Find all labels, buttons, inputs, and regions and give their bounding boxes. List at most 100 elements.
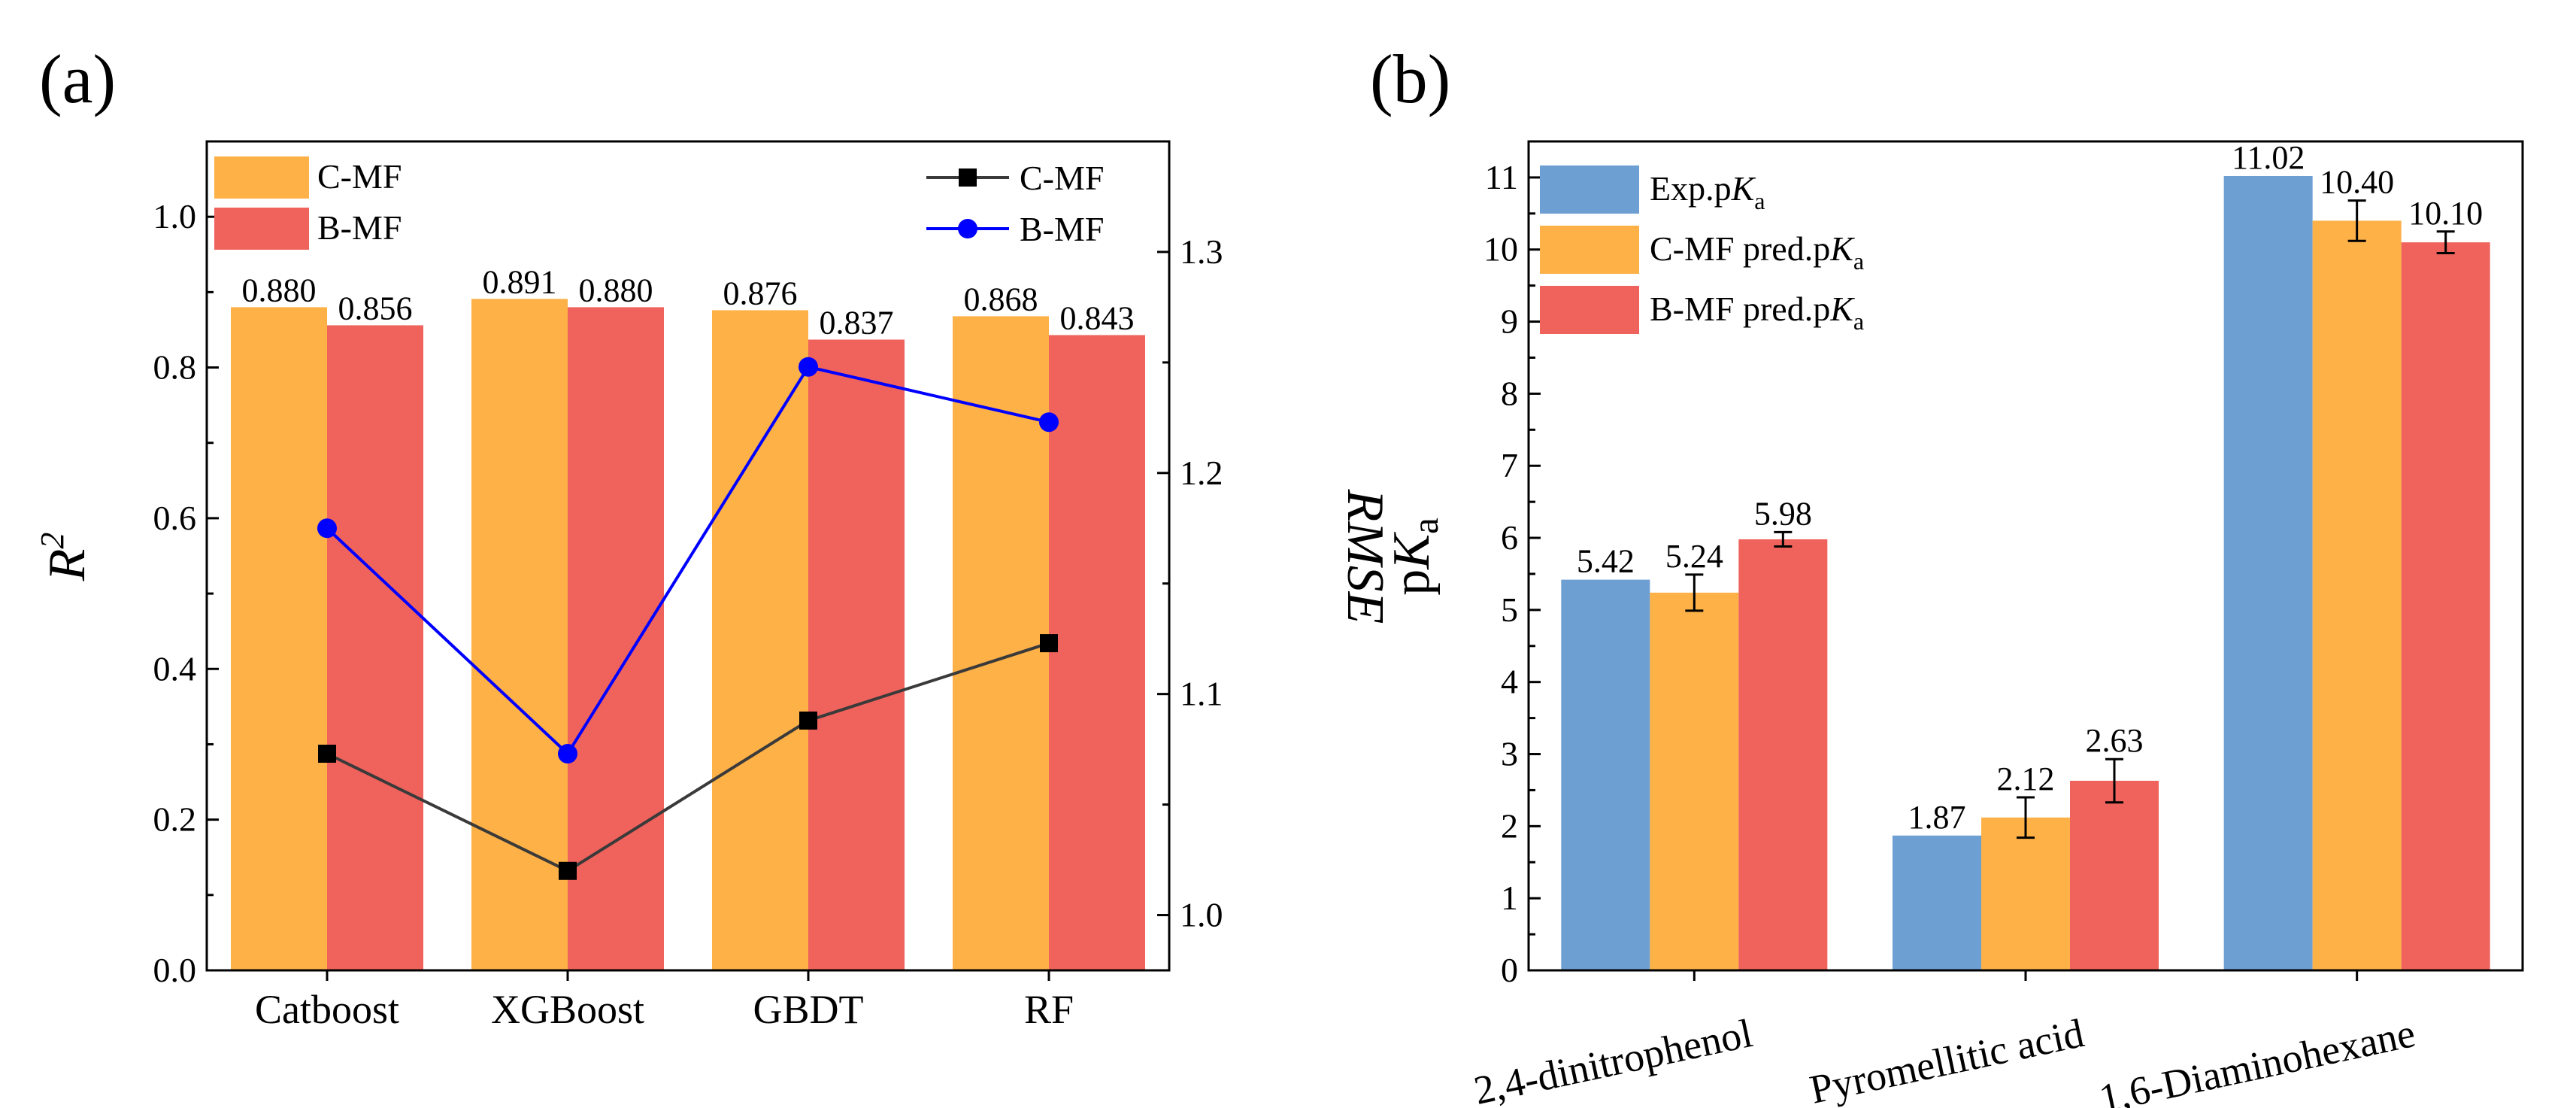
marker-c-mf-rf — [1040, 634, 1058, 653]
line-b-mf — [326, 365, 1050, 757]
label-part: K — [1731, 169, 1756, 208]
bar-value-label: 0.856 — [338, 290, 413, 326]
y-tick-label: 3 — [1501, 735, 1518, 773]
bar-c-mf-gbdt — [712, 310, 808, 970]
bar-series-0-category-1 — [1893, 835, 1981, 970]
panel-a-plot-frame — [205, 140, 1171, 972]
legend-marker — [959, 168, 977, 187]
bar-b-mf-gbdt — [808, 339, 905, 971]
bar-value-label: 10.40 — [2320, 164, 2394, 201]
label-part: p — [1383, 569, 1441, 596]
bar-value-label: 2.12 — [1997, 760, 2055, 797]
bar-value-label: 2.63 — [2086, 722, 2144, 759]
legend-swatch-1 — [1540, 226, 1639, 274]
bar-c-mf-catboost — [231, 307, 327, 970]
bar-value-label: 0.843 — [1060, 299, 1135, 336]
bar-c-mf-rf — [953, 316, 1049, 970]
legend-swatch-0 — [1540, 165, 1639, 214]
bar-value-label: 5.42 — [1577, 543, 1635, 580]
legend-swatch-c-mf — [214, 156, 309, 199]
panel-b-y-axis-title: pKa — [1383, 518, 1446, 596]
x-category-label: XGBoost — [491, 987, 644, 1032]
label-part: Exp.p — [1650, 169, 1732, 208]
bar-b-mf-rf — [1049, 335, 1145, 970]
legend-label: C-MF — [317, 157, 402, 196]
legend-label: Exp.pKa — [1650, 169, 1765, 214]
y-tick-label: 0.4 — [153, 649, 197, 688]
bar-c-mf-xgboost — [471, 299, 568, 970]
label-part: K — [1829, 290, 1855, 328]
y-tick-label: 6 — [1501, 518, 1518, 557]
y-tick-label: 10 — [1483, 230, 1518, 269]
legend-label: C-MF pred.pKa — [1650, 229, 1864, 275]
marker-c-mf-catboost — [318, 745, 336, 763]
legend-label: C-MF — [1020, 159, 1104, 197]
label-subscript: a — [1853, 247, 1864, 275]
label-subscript: a — [1754, 187, 1765, 214]
bar-b-mf-xgboost — [568, 307, 664, 970]
legend-label: B-MF pred.pKa — [1650, 290, 1864, 335]
y-tick-label: 1 — [1501, 879, 1518, 917]
y-tick-label: 0.2 — [153, 800, 197, 839]
panel-b-label: (b) — [1370, 41, 1450, 117]
bar-value-label: 0.868 — [964, 281, 1038, 317]
bar-value-label: 0.880 — [242, 272, 317, 308]
panel-a-y-axis-title-base: R — [38, 549, 96, 582]
y-tick-label: 5 — [1501, 590, 1518, 629]
legend-label: B-MF — [1020, 210, 1104, 248]
label-part: K — [1383, 532, 1441, 570]
bar-series-1-category-2 — [2312, 220, 2402, 970]
line-c-mf — [326, 642, 1050, 873]
marker-b-mf-xgboost — [558, 744, 577, 764]
marker-b-mf-rf — [1039, 412, 1059, 433]
marker-c-mf-xgboost — [559, 861, 577, 880]
y-tick-label: 0.8 — [153, 348, 197, 387]
x-category-label: Catboost — [255, 987, 399, 1032]
bar-value-label: 0.880 — [579, 272, 653, 308]
y-tick-label: 1.0 — [153, 197, 197, 235]
legend-swatch-2 — [1540, 286, 1639, 334]
panel-a-y-axis-title: R2 — [34, 533, 96, 582]
bar-b-mf-catboost — [327, 325, 423, 971]
marker-c-mf-gbdt — [799, 711, 817, 730]
label-part: K — [1829, 229, 1855, 268]
bar-series-0-category-0 — [1561, 579, 1650, 970]
y-tick-label: 0.0 — [153, 951, 197, 989]
y2-tick-label: 1.2 — [1180, 454, 1223, 492]
marker-b-mf-catboost — [317, 518, 337, 539]
legend-marker — [958, 219, 977, 238]
bar-series-1-category-0 — [1650, 592, 1739, 970]
bar-value-label: 0.876 — [723, 275, 798, 311]
y2-tick-label: 1.0 — [1180, 896, 1223, 934]
bar-value-label: 5.98 — [1754, 495, 1812, 532]
y-tick-label: 9 — [1501, 302, 1518, 341]
panel-a-y2-axis-title: RMSE — [1336, 489, 1394, 624]
bar-value-label: 5.24 — [1665, 538, 1723, 575]
label-subscript: a — [1405, 518, 1446, 534]
x-category-label: GBDT — [753, 987, 864, 1032]
y-tick-label: 11 — [1485, 158, 1518, 196]
panel-a-chart: (a) 0.880 0.891 0.876 0.868 0.856 0.880 0.837 0… — [34, 41, 1394, 1032]
panel-b-chart: (b) 5.42 1.87 11.02 5.24 2.12 10.40 5.98 2.63 10… — [1370, 41, 2524, 1108]
y-tick-label: 0.6 — [153, 499, 197, 537]
y-tick-label: 4 — [1501, 663, 1518, 701]
bar-series-2-category-2 — [2401, 242, 2490, 971]
legend-swatch-b-mf — [214, 208, 309, 250]
y-tick-label: 2 — [1501, 806, 1518, 845]
x-category-label: RF — [1024, 987, 1074, 1032]
bar-value-label: 10.10 — [2408, 195, 2483, 232]
bar-value-label: 11.02 — [2232, 139, 2305, 176]
y2-tick-label: 1.3 — [1180, 232, 1223, 271]
x-category-label: 2,4-dinitrophenol — [1470, 1010, 1756, 1108]
y-tick-label: 7 — [1501, 446, 1518, 484]
marker-b-mf-gbdt — [799, 357, 818, 377]
label-subscript: a — [1853, 308, 1864, 335]
label-part: B-MF pred.p — [1650, 290, 1830, 328]
y-tick-label: 8 — [1501, 374, 1518, 412]
legend-label: B-MF — [317, 208, 402, 247]
bar-value-label: 1.87 — [1908, 799, 1966, 836]
panel-a-y-axis-title-sup: 2 — [34, 533, 71, 549]
bar-value-label: 0.837 — [820, 304, 894, 341]
x-category-label: 1,6-Diaminohexane — [2096, 1010, 2419, 1108]
